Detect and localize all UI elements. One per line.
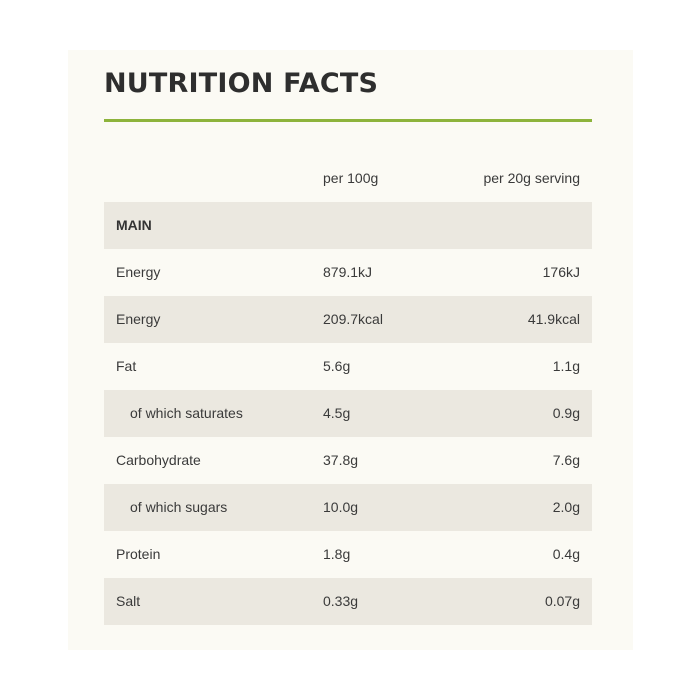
table-row: Carbohydrate 37.8g 7.6g [104, 437, 592, 484]
page-title: NUTRITION FACTS [104, 68, 379, 99]
row-label: Protein [116, 546, 161, 562]
row-label: Salt [116, 593, 141, 609]
row-per-serving: 0.9g [552, 405, 580, 421]
table-row: Energy 879.1kJ 176kJ [104, 249, 592, 296]
header-per-serving: per 20g serving [483, 170, 580, 186]
row-per-100g: 209.7kcal [323, 311, 383, 327]
row-per-serving: 0.4g [552, 546, 580, 562]
table-row: Fat 5.6g 1.1g [104, 343, 592, 390]
header-per-100g: per 100g [323, 170, 379, 186]
table-row: Protein 1.8g 0.4g [104, 531, 592, 578]
row-per-serving: 0.07g [544, 593, 580, 609]
row-per-100g: 10.0g [323, 499, 359, 515]
row-per-100g: 879.1kJ [323, 264, 373, 280]
table-row: of which saturates 4.5g 0.9g [104, 390, 592, 437]
row-per-serving: 41.9kcal [527, 311, 580, 327]
title-divider [104, 119, 592, 122]
row-label: Fat [116, 358, 137, 374]
table-row: of which sugars 10.0g 2.0g [104, 484, 592, 531]
row-per-serving: 176kJ [542, 264, 580, 280]
section-label: MAIN [116, 217, 152, 233]
table-row: Salt 0.33g 0.07g [104, 578, 592, 625]
row-per-100g: 1.8g [323, 546, 351, 562]
row-label: Carbohydrate [116, 452, 201, 468]
row-label: of which saturates [130, 405, 243, 421]
row-per-100g: 4.5g [323, 405, 351, 421]
row-label: Energy [116, 311, 161, 327]
nutrition-panel [68, 50, 633, 650]
row-per-100g: 0.33g [323, 593, 359, 609]
row-label: of which sugars [130, 499, 228, 515]
row-per-100g: 5.6g [323, 358, 351, 374]
row-per-serving: 2.0g [552, 499, 580, 515]
row-per-100g: 37.8g [323, 452, 359, 468]
section-row-main: MAIN [104, 202, 592, 249]
row-per-serving: 1.1g [552, 358, 580, 374]
row-label: Energy [116, 264, 161, 280]
table-row: Energy 209.7kcal 41.9kcal [104, 296, 592, 343]
row-per-serving: 7.6g [552, 452, 580, 468]
table-header-row: per 100g per 20g serving [104, 155, 592, 202]
nutrition-table: per 100g per 20g serving MAIN Energy 879… [104, 155, 592, 625]
